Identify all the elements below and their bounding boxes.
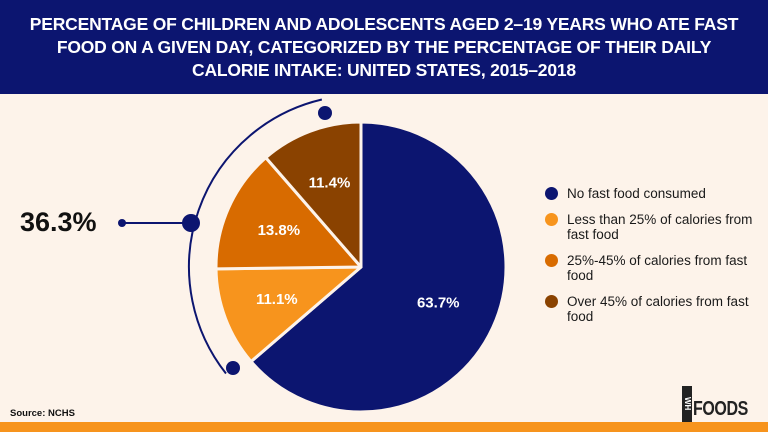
bracket-dot-end (118, 219, 126, 227)
legend-item: 25%-45% of calories from fast food (545, 253, 765, 283)
pie-slice (249, 120, 508, 414)
legend-swatch (545, 187, 558, 200)
pie-slice (214, 156, 363, 271)
pie-slice (264, 120, 363, 269)
legend-swatch (545, 295, 558, 308)
logo: WH FOODS (682, 386, 762, 422)
legend-item: No fast food consumed (545, 186, 765, 201)
logo-mark: WH (682, 386, 692, 422)
legend-item: Less than 25% of calories from fast food (545, 212, 765, 242)
chart-title: PERCENTAGE OF CHILDREN AND ADOLESCENTS A… (29, 13, 739, 80)
header: PERCENTAGE OF CHILDREN AND ADOLESCENTS A… (0, 0, 768, 94)
logo-text: FOODS (693, 398, 748, 420)
legend: No fast food consumed Less than 25% of c… (545, 186, 765, 335)
bracket-dot-middle (182, 214, 200, 232)
slice-label: 11.4% (309, 175, 351, 192)
pie-slice (214, 265, 363, 364)
combined-percentage: 36.3% (20, 207, 97, 237)
legend-label: Over 45% of calories from fast food (567, 294, 749, 324)
legend-label: 25%-45% of calories from fast food (567, 253, 748, 283)
legend-item: Over 45% of calories from fast food (545, 294, 765, 324)
legend-label: No fast food consumed (567, 186, 706, 201)
legend-swatch (545, 213, 558, 226)
bracket-dot-top (318, 106, 332, 120)
source-note: Source: NCHS (10, 408, 75, 419)
bottom-bar (0, 422, 768, 432)
bracket-arc (188, 98, 323, 375)
slice-label: 63.7% (417, 294, 460, 311)
pie-chart: 63.7% 11.1% 13.8% 11.4% (118, 98, 508, 414)
bracket-dot-bottom (226, 361, 240, 375)
slice-label: 11.1% (256, 291, 298, 308)
slice-label: 13.8% (258, 222, 301, 239)
legend-swatch (545, 254, 558, 267)
legend-label: Less than 25% of calories from fast food (567, 212, 753, 242)
